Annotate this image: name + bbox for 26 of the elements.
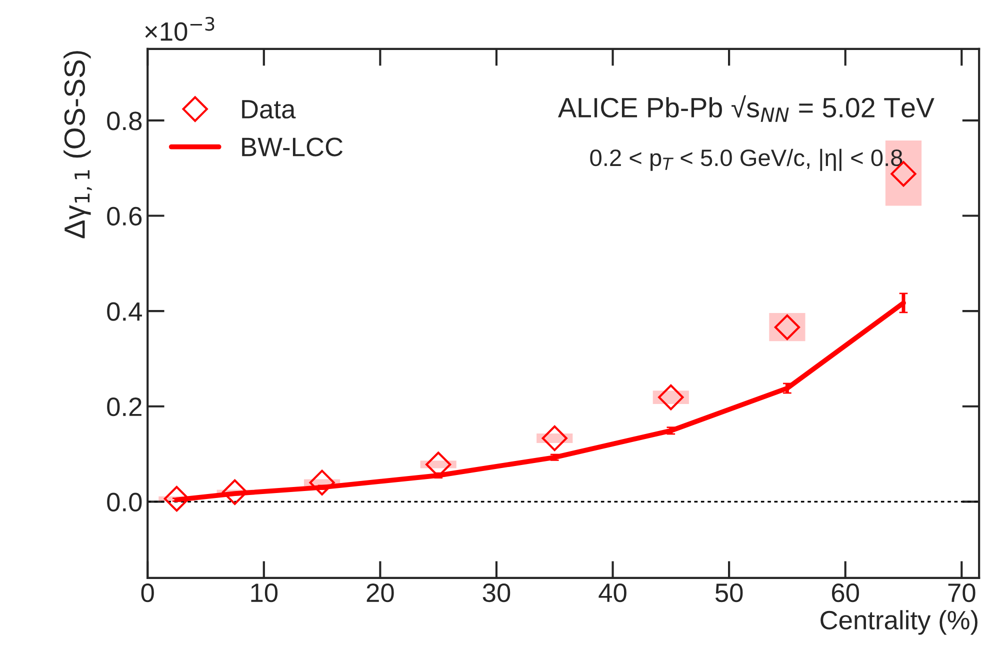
point — [774, 314, 800, 340]
y-tick-label: 0.0 — [107, 492, 142, 512]
x-tick-label: 0 — [141, 583, 154, 602]
point — [542, 425, 568, 452]
y-tick-label: 0.4 — [107, 302, 142, 321]
point — [658, 384, 684, 410]
x-tick-label: 30 — [482, 583, 510, 602]
x-tick-label: 20 — [366, 583, 394, 602]
annotation: 0.2 < p$_{T}$ < 5.0 GeV/c, |η| < 0.8 — [590, 148, 902, 171]
x-tick-label: 50 — [715, 583, 743, 602]
point — [164, 486, 190, 512]
y-tick-label: 0.2 — [107, 397, 142, 416]
x-tick-label: 60 — [832, 583, 859, 602]
x-tick-label: 70 — [948, 583, 976, 602]
x-tick-label: 40 — [598, 583, 626, 602]
annotation: ALICE Pb-Pb √s$_{NN}$ = 5.02 TeV — [558, 95, 934, 122]
y-axis-title: Δγ$_{1,1}$ (OS-SS) — [64, 51, 92, 238]
y-tick-label: 0.6 — [107, 206, 142, 226]
x-tick-label: 10 — [251, 583, 278, 602]
point — [222, 479, 248, 505]
point — [309, 470, 335, 496]
y-tick-label: 0.8 — [107, 112, 142, 130]
legend-label: Data — [242, 100, 296, 119]
legend-label: BW-LCC — [242, 138, 343, 156]
text: ×10$^{−3}$ — [145, 16, 214, 41]
x-axis-title: Centrality (%) — [820, 610, 978, 635]
